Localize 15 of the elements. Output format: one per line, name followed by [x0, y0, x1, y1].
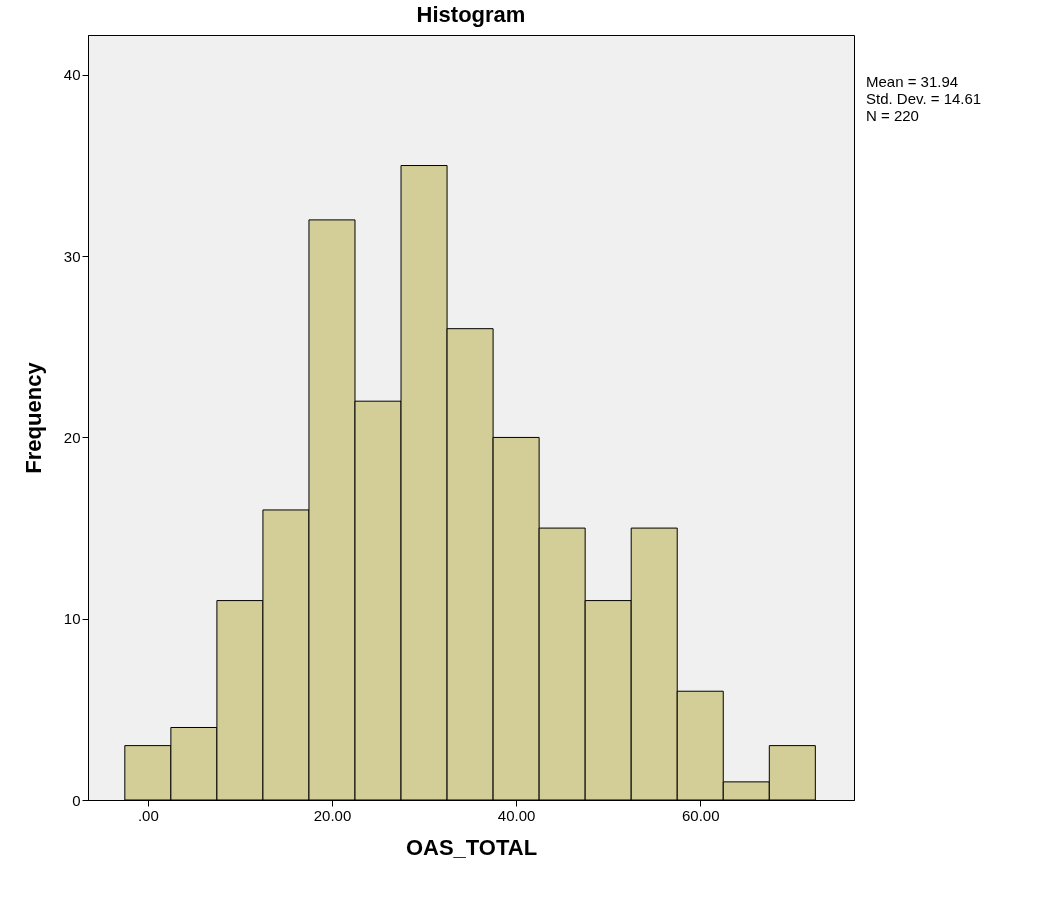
y-tick-label: 40: [63, 66, 81, 84]
text: N = 220: [866, 107, 919, 124]
text: Std. Dev. = 14.61: [866, 90, 982, 107]
x-tick-label: 20.00: [313, 806, 352, 824]
x-axis-title: OAS_TOTAL: [405, 834, 538, 860]
y-axis-title: Frequency: [20, 361, 46, 474]
y-tick-label: 10: [63, 610, 81, 628]
y-tick-label: 30: [63, 247, 81, 265]
text: Mean = 31.94: [866, 73, 959, 90]
y-tick-label: 0: [72, 791, 81, 809]
chart-title: Histogram: [416, 2, 526, 27]
x-tick-label: 60.00: [681, 806, 720, 824]
x-tick-label: .00: [137, 806, 159, 824]
y-tick-label: 20: [63, 428, 81, 446]
x-tick-label: 40.00: [497, 806, 536, 824]
